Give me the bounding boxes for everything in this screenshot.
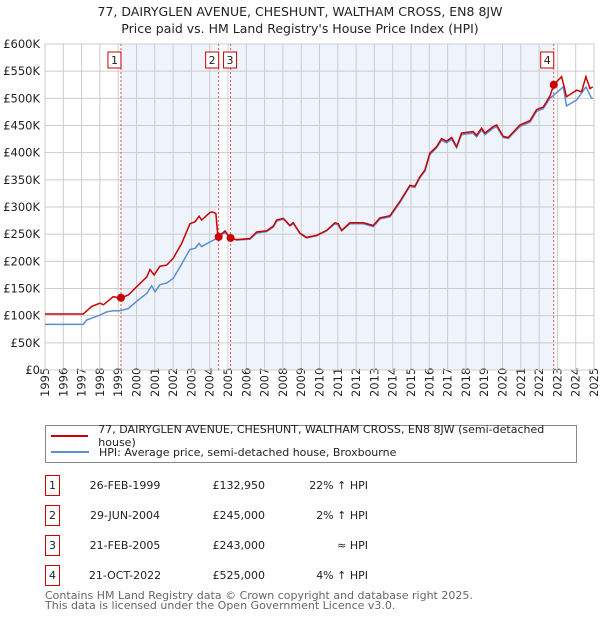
transaction-row: 2 29-JUN-2004 £245,000 2% ↑ HPI	[0, 505, 600, 527]
legend: 77, DAIRYGLEN AVENUE, CHESHUNT, WALTHAM …	[45, 423, 577, 463]
y-tick-label: £250K	[3, 227, 40, 241]
price-chart: 1995 1996 1997 1998 1999 2000 2001 2002 2003 2004…	[3, 37, 600, 397]
transaction-number: 4	[45, 565, 60, 586]
x-tick-label: 1995	[38, 368, 52, 397]
x-tick-label: 1997	[75, 368, 89, 397]
sale-label-box	[540, 51, 555, 69]
sale-label-box	[205, 51, 220, 69]
y-tick-label: £300K	[3, 200, 40, 214]
y-tick-label: £200K	[3, 254, 40, 268]
y-tick-label: £100K	[3, 309, 40, 323]
y-tick-label: £400K	[3, 146, 40, 160]
x-tick-label: 2005	[221, 368, 235, 397]
transaction-price: £525,000	[212, 569, 266, 582]
transaction-hpi: 22% ↑ HPI	[309, 479, 368, 492]
x-tick-label: 2004	[203, 368, 217, 397]
legend-label-hpi: HPI: Average price, semi-detached house,…	[99, 445, 397, 459]
x-tick-label: 1996	[56, 368, 70, 397]
x-tick-label: 2018	[459, 368, 473, 397]
x-tick-label: 1999	[111, 368, 125, 397]
x-tick-label: 2015	[404, 368, 418, 397]
y-tick-label: £50K	[11, 336, 41, 350]
x-tick-label: 2006	[239, 368, 253, 397]
footer-licence: This data is licensed under the Open Gov…	[45, 599, 396, 612]
transaction-row: 1 26-FEB-1999 £132,950 22% ↑ HPI	[0, 475, 600, 497]
x-tick-label: 2016	[422, 368, 436, 397]
x-tick-label: 2009	[294, 368, 308, 397]
legend-swatch-blue	[51, 451, 89, 453]
x-tick-label: 2013	[367, 368, 381, 397]
x-tick-label: 2024	[569, 368, 583, 397]
property-price-line	[45, 74, 594, 315]
y-tick-label: £550K	[3, 64, 40, 78]
transaction-number: 2	[45, 505, 60, 526]
x-tick-label: 2019	[477, 368, 491, 397]
transaction-hpi: ≈ HPI	[337, 539, 368, 552]
y-tick-label: £500K	[3, 91, 40, 105]
sale-label: 2	[209, 54, 216, 67]
sale-point	[116, 293, 125, 302]
transaction-number: 1	[45, 475, 60, 496]
transaction-price: £245,000	[212, 509, 266, 522]
legend-swatch-red	[51, 435, 89, 437]
y-tick-label: £600K	[3, 37, 40, 51]
transaction-date: 29-JUN-2004	[89, 509, 161, 522]
sale-point	[549, 80, 558, 89]
legend-item-property: 77, DAIRYGLEN AVENUE, CHESHUNT, WALTHAM …	[51, 423, 576, 449]
x-tick-label: 2012	[349, 368, 363, 397]
transaction-price: £132,950	[212, 479, 266, 492]
x-tick-label: 2011	[331, 368, 345, 397]
sale-label: 3	[227, 54, 234, 67]
sale-point	[226, 233, 235, 242]
x-tick-label: 2000	[130, 368, 144, 397]
x-tick-label: 2008	[276, 368, 290, 397]
sale-point	[214, 232, 223, 241]
x-tick-label: 2022	[532, 368, 546, 397]
x-tick-label: 2002	[166, 368, 180, 397]
chart-subtitle: Price paid vs. HM Land Registry's House …	[121, 21, 479, 36]
transaction-hpi: 4% ↑ HPI	[316, 569, 368, 582]
sale-label-box	[107, 51, 122, 69]
transaction-date: 21-OCT-2022	[88, 569, 162, 582]
x-tick-label: 2021	[514, 368, 528, 397]
x-tick-label: 2014	[386, 368, 400, 397]
chart-title: 77, DAIRYGLEN AVENUE, CHESHUNT, WALTHAM …	[97, 4, 503, 19]
x-tick-label: 2020	[496, 368, 510, 397]
x-tick-label: 2023	[550, 368, 564, 397]
transaction-row: 3 21-FEB-2005 £243,000 ≈ HPI	[0, 535, 600, 557]
transaction-price: £243,000	[212, 539, 266, 552]
y-tick-label: £0	[25, 363, 40, 377]
sale-label: 4	[544, 54, 551, 67]
x-tick-label: 1998	[93, 368, 107, 397]
y-tick-label: £350K	[3, 173, 40, 187]
footer-copyright: Contains HM Land Registry data © Crown c…	[45, 589, 473, 602]
transaction-hpi: 2% ↑ HPI	[316, 509, 368, 522]
x-tick-label: 2003	[184, 368, 198, 397]
legend-item-hpi: HPI: Average price, semi-detached house,…	[51, 444, 396, 460]
x-tick-label: 2010	[313, 368, 327, 397]
sale-label: 1	[111, 54, 118, 67]
transaction-date: 21-FEB-2005	[89, 539, 161, 552]
legend-label-property: 77, DAIRYGLEN AVENUE, CHESHUNT, WALTHAM …	[98, 423, 545, 449]
x-tick-label: 2001	[148, 368, 162, 397]
y-tick-label: £150K	[3, 282, 40, 296]
transaction-number: 3	[45, 535, 60, 556]
x-tick-label: 2017	[441, 368, 455, 397]
transaction-date: 26-FEB-1999	[89, 479, 161, 492]
y-tick-label: £450K	[3, 119, 40, 133]
transaction-row: 4 21-OCT-2022 £525,000 4% ↑ HPI	[0, 565, 600, 587]
x-tick-label: 2025	[587, 368, 600, 397]
sale-label-box	[223, 51, 238, 69]
plot-frame	[44, 43, 595, 371]
x-tick-label: 2007	[258, 368, 272, 397]
